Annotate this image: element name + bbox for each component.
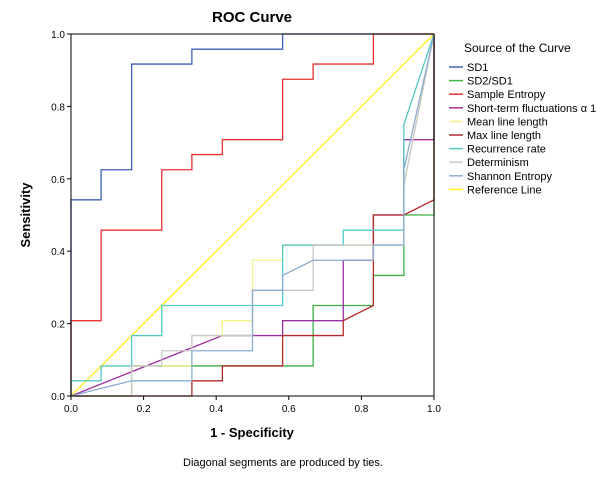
legend-label: Determinism — [467, 157, 529, 169]
y-tick-label: 0.8 — [51, 102, 65, 113]
x-tick-label: 0.0 — [64, 404, 78, 415]
legend-label: SD1 — [467, 62, 488, 74]
x-axis-label: 1 - Specificity — [210, 425, 295, 440]
legend-label: Sample Entropy — [467, 89, 546, 101]
x-tick-label: 0.8 — [354, 404, 368, 415]
legend-label: Shannon Entropy — [467, 171, 553, 183]
series-group — [70, 33, 435, 397]
legend-label: Mean line length — [467, 116, 548, 128]
series-line-recurrence-rate — [70, 33, 435, 396]
x-axis: 0.0 0.2 0.4 0.6 0.8 1.0 — [64, 396, 441, 415]
x-tick-label: 0.6 — [282, 404, 296, 415]
chart-title: ROC Curve — [212, 9, 292, 26]
legend-label: Short-term fluctuations α 1 — [467, 103, 596, 115]
series-line-max-line-length — [71, 34, 435, 397]
legend-label: Max line length — [467, 130, 541, 142]
y-tick-label: 0.4 — [51, 247, 65, 258]
y-tick-label: 1.0 — [51, 30, 65, 41]
y-tick-label: 0.2 — [51, 320, 65, 331]
x-tick-label: 0.2 — [137, 404, 151, 415]
y-axis: 0.0 0.2 0.4 0.6 0.8 1.0 — [51, 30, 71, 403]
y-tick-label: 0.6 — [51, 175, 65, 186]
legend-label: Recurrence rate — [467, 144, 546, 156]
plot-frame — [70, 33, 435, 397]
series-line-shannon-entropy — [70, 33, 435, 397]
series-line-sample-entropy — [70, 33, 434, 396]
y-axis-label: Sensitivity — [18, 182, 33, 248]
x-tick-label: 1.0 — [427, 404, 441, 415]
legend-title: Source of the Curve — [464, 41, 571, 55]
y-tick-label: 0.0 — [51, 392, 65, 403]
legend-label: Reference Line — [467, 184, 542, 196]
series-line-sd1 — [70, 33, 434, 396]
legend-label: SD2/SD1 — [467, 76, 513, 88]
x-tick-label: 0.4 — [209, 404, 223, 415]
footnote: Diagonal segments are produced by ties. — [183, 457, 383, 469]
